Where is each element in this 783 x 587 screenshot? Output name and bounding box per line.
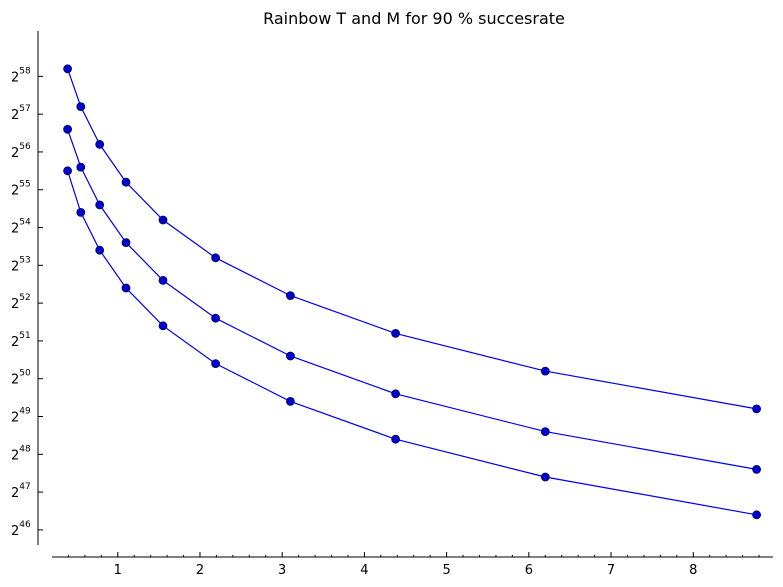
data-point <box>285 396 295 406</box>
x-axis-ticks: 1 2 3 4 5 6 7 8 <box>67 552 760 578</box>
data-point <box>752 510 761 520</box>
y-tick-label: 249 <box>11 407 31 426</box>
y-tick-label: 247 <box>11 482 31 501</box>
y-tick-label: 258 <box>11 66 31 85</box>
data-point <box>63 124 72 134</box>
y-tick-label: 250 <box>11 369 31 388</box>
data-point <box>752 404 761 414</box>
data-point <box>211 313 221 323</box>
data-point <box>540 472 550 482</box>
x-tick-label: 5 <box>442 563 450 578</box>
y-axis-ticks: 246 247 248 249 250 251 252 253 254 255 256 257 258 <box>11 66 43 539</box>
series-line-2 <box>67 129 757 470</box>
data-point <box>95 200 105 210</box>
data-point <box>158 275 168 285</box>
x-tick-label: 2 <box>196 563 204 578</box>
x-tick-label: 1 <box>114 563 122 578</box>
data-point <box>95 245 105 255</box>
x-tick-label: 4 <box>360 563 368 578</box>
y-tick-label: 248 <box>11 444 31 463</box>
data-point <box>391 328 401 338</box>
chart-title: Rainbow T and M for 90 % succesrate <box>263 9 565 28</box>
data-point <box>158 321 168 331</box>
data-point <box>158 215 168 225</box>
series-group <box>63 64 761 520</box>
y-tick-label: 253 <box>11 255 31 274</box>
data-point <box>63 166 72 176</box>
data-point <box>752 464 761 474</box>
data-point <box>76 162 86 172</box>
y-tick-label: 255 <box>11 180 31 199</box>
data-point <box>211 253 221 263</box>
data-point <box>121 238 131 248</box>
series-line-3 <box>67 170 757 516</box>
data-point <box>63 64 72 74</box>
y-tick-label: 254 <box>11 218 31 237</box>
series-line-1 <box>67 68 757 410</box>
x-tick-label: 8 <box>689 563 697 578</box>
data-point <box>391 389 401 399</box>
data-point <box>285 291 295 301</box>
data-point <box>76 102 86 111</box>
data-point <box>121 283 131 293</box>
x-tick-label: 6 <box>525 563 533 578</box>
y-tick-label: 251 <box>11 331 31 350</box>
y-tick-label: 252 <box>11 293 31 312</box>
data-point <box>95 139 105 149</box>
data-point <box>211 359 221 369</box>
x-tick-label: 7 <box>607 563 615 578</box>
data-point <box>540 366 550 376</box>
data-point <box>76 207 86 217</box>
x-tick-label: 3 <box>278 563 286 578</box>
y-tick-label: 246 <box>11 520 31 539</box>
data-point <box>391 434 401 444</box>
data-point <box>285 351 295 361</box>
data-point <box>121 177 131 187</box>
y-tick-label: 256 <box>11 142 31 161</box>
y-tick-label: 257 <box>11 104 31 123</box>
data-point <box>540 427 550 437</box>
